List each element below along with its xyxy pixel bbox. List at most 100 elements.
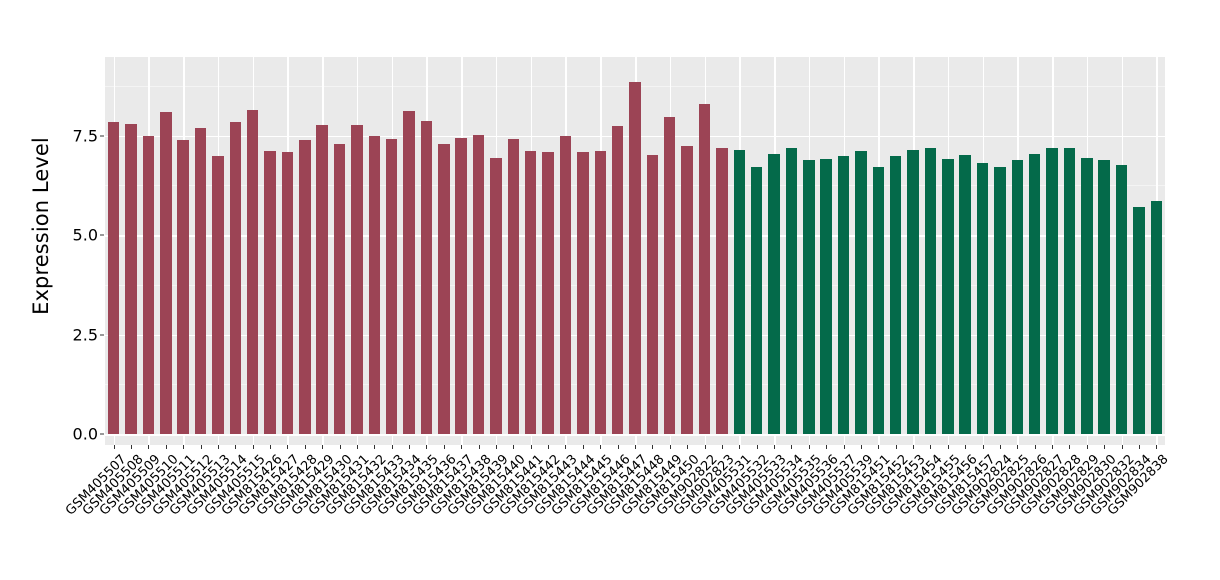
x-tick-mark bbox=[148, 445, 150, 449]
bar bbox=[212, 156, 224, 434]
bar bbox=[716, 147, 728, 434]
x-tick-mark bbox=[913, 445, 915, 449]
bar bbox=[281, 151, 294, 434]
x-tick-mark bbox=[999, 445, 1001, 449]
y-tick-mark bbox=[100, 433, 104, 435]
bar-series bbox=[105, 57, 1165, 445]
bar bbox=[942, 158, 954, 434]
x-tick-mark bbox=[513, 445, 515, 449]
x-tick-mark bbox=[756, 445, 758, 449]
x-tick-mark bbox=[235, 445, 237, 449]
x-tick-mark bbox=[374, 445, 376, 449]
bar bbox=[490, 157, 502, 434]
x-tick-mark bbox=[721, 445, 723, 449]
bar bbox=[924, 147, 937, 434]
bar bbox=[1115, 165, 1128, 434]
x-tick-mark bbox=[860, 445, 862, 449]
bar bbox=[681, 145, 693, 434]
bar bbox=[1063, 148, 1076, 434]
bar bbox=[1011, 160, 1024, 434]
y-tick-label: 0.0 bbox=[72, 424, 98, 444]
x-tick-mark bbox=[895, 445, 897, 449]
bar bbox=[872, 166, 884, 434]
bar bbox=[959, 154, 971, 434]
x-tick-mark bbox=[617, 445, 619, 449]
x-tick-mark bbox=[600, 445, 602, 449]
x-tick-mark bbox=[669, 445, 671, 449]
x-tick-mark bbox=[287, 445, 289, 449]
x-tick-mark bbox=[739, 445, 741, 449]
bar bbox=[750, 167, 763, 434]
bar bbox=[803, 160, 815, 434]
bar bbox=[177, 139, 189, 434]
x-tick-mark bbox=[165, 445, 167, 449]
bar bbox=[664, 116, 676, 434]
x-tick-mark bbox=[1034, 445, 1036, 449]
x-tick-mark bbox=[1086, 445, 1088, 449]
x-axis-labels: GSM405507 GSM405508 GSM405509 GSM405510 GSM4… bbox=[63, 452, 1172, 572]
bar bbox=[1150, 201, 1163, 434]
bar bbox=[577, 152, 589, 434]
x-tick-mark bbox=[704, 445, 706, 449]
bar bbox=[559, 136, 572, 434]
bar bbox=[611, 125, 624, 434]
bar bbox=[837, 155, 850, 434]
x-tick-mark bbox=[930, 445, 932, 449]
bar bbox=[385, 138, 398, 434]
bar bbox=[1028, 153, 1041, 434]
bar bbox=[629, 81, 641, 434]
bar bbox=[976, 162, 989, 434]
x-tick-mark bbox=[635, 445, 636, 449]
x-tick-mark bbox=[356, 445, 358, 449]
x-tick-mark bbox=[131, 445, 133, 449]
x-tick-mark bbox=[443, 445, 445, 449]
bar bbox=[160, 111, 172, 434]
x-axis-ticks bbox=[105, 445, 1165, 450]
bar bbox=[351, 124, 363, 434]
x-tick-mark bbox=[1104, 445, 1106, 449]
bar bbox=[1046, 147, 1058, 434]
x-tick-mark bbox=[183, 445, 185, 449]
bar bbox=[698, 103, 711, 434]
x-tick-mark bbox=[339, 445, 341, 449]
bar bbox=[907, 149, 919, 434]
bar bbox=[1081, 157, 1093, 434]
bar bbox=[316, 124, 328, 434]
x-tick-mark bbox=[826, 445, 828, 449]
x-tick-mark bbox=[1069, 445, 1071, 449]
x-tick-mark bbox=[200, 445, 202, 449]
bar bbox=[472, 134, 485, 434]
bar bbox=[820, 158, 832, 434]
bar bbox=[142, 135, 155, 434]
bar bbox=[1133, 207, 1145, 434]
x-tick-mark bbox=[548, 445, 550, 449]
bar bbox=[785, 148, 798, 434]
x-tick-mark bbox=[478, 445, 480, 449]
bar bbox=[733, 149, 745, 434]
bar bbox=[368, 136, 381, 434]
x-tick-mark bbox=[843, 445, 845, 449]
bar bbox=[646, 154, 659, 434]
x-tick-mark bbox=[530, 445, 532, 449]
bar bbox=[768, 153, 780, 434]
bar bbox=[264, 150, 276, 434]
y-tick-mark bbox=[100, 135, 104, 137]
x-tick-mark bbox=[217, 445, 219, 449]
bar bbox=[229, 121, 242, 434]
bar bbox=[403, 110, 415, 434]
x-tick-mark bbox=[982, 445, 984, 449]
bar bbox=[420, 120, 433, 434]
bar bbox=[107, 121, 120, 434]
x-tick-mark bbox=[1138, 445, 1140, 449]
x-tick-mark bbox=[461, 445, 463, 449]
bar bbox=[194, 127, 207, 434]
x-tick-mark bbox=[1017, 445, 1019, 449]
x-tick-mark bbox=[965, 445, 967, 449]
x-tick-mark bbox=[322, 445, 324, 449]
x-tick-mark bbox=[687, 445, 689, 449]
x-tick-mark bbox=[1156, 445, 1158, 449]
x-tick-mark bbox=[1052, 445, 1054, 449]
x-tick-mark bbox=[791, 445, 793, 449]
x-tick-mark bbox=[113, 445, 115, 449]
